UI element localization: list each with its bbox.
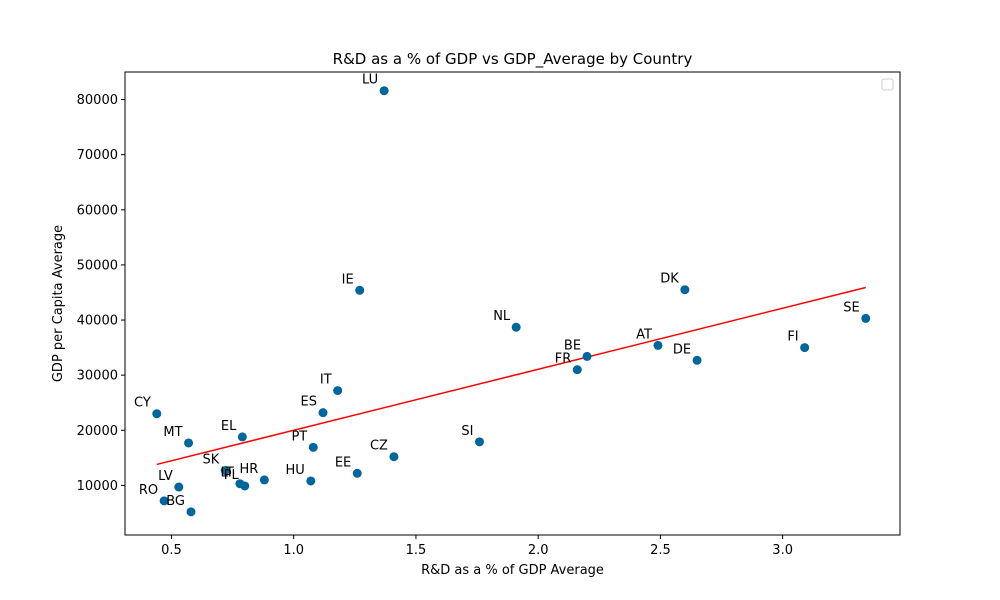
data-point [186,507,196,517]
point-label: SE [843,300,859,315]
data-point [220,466,230,476]
data-point [318,408,328,418]
point-label: FI [787,330,798,345]
point-label: CZ [370,439,388,454]
data-point [308,442,318,452]
data-point [259,475,269,485]
data-point [152,409,162,419]
trendline-group [156,286,866,466]
data-point [582,351,592,361]
data-point [306,476,316,486]
point-label: BG [166,494,185,509]
x-tick-label: 2.0 [528,543,549,558]
x-axis: 0.5 1.0 1.5 2.0 2.5 3.0 [161,535,793,558]
point-label: EE [335,455,351,470]
data-point [240,481,250,491]
data-point [800,343,810,353]
point-label: LT [220,466,233,481]
plot-area [124,71,901,536]
point-label: SK [202,453,219,468]
data-point [333,386,343,396]
data-point [355,285,365,295]
data-point [474,437,484,447]
y-tick-label: 20000 [77,424,118,439]
data-point [861,313,871,323]
data-point [511,322,521,332]
x-tick-label: 2.5 [650,543,671,558]
data-point [379,86,389,96]
data-points [152,86,871,517]
y-tick-label: 70000 [77,148,118,163]
x-tick-label: 1.0 [283,543,304,558]
x-tick-label: 0.5 [161,543,182,558]
data-point [692,355,702,365]
data-point [653,340,663,350]
point-label: SI [461,424,473,439]
point-label: IT [320,373,332,388]
x-axis-title: R&D as a % of GDP Average [421,563,604,578]
x-tick-label: 3.0 [772,543,793,558]
point-label: CY [134,396,151,411]
point-label: PT [291,429,307,444]
point-label: DE [673,342,691,357]
y-axis-title: GDP per Capita Average [51,225,66,382]
point-label: LU [362,73,378,88]
data-point [184,438,194,448]
point-label: AT [636,327,652,342]
x-tick-label: 1.5 [406,543,427,558]
point-label: IE [342,272,354,287]
data-point [174,482,184,492]
point-label: ES [301,395,317,410]
trendline [156,286,866,466]
data-point [159,496,169,506]
point-label: MT [163,425,182,440]
point-label: PL [224,468,240,483]
point-label: DK [660,272,679,287]
chart-title: R&D as a % of GDP vs GDP_Average by Coun… [333,50,693,69]
point-label: LV [158,469,173,484]
data-point [237,432,247,442]
point-label: NL [493,309,511,324]
data-point [572,365,582,375]
y-tick-label: 40000 [77,314,118,329]
data-point [389,452,399,462]
point-label: EL [221,419,237,434]
y-tick-label: 50000 [77,258,118,273]
y-axis: 10000 20000 30000 40000 50000 60000 70000 80000 [77,93,125,494]
point-label: FR [555,352,572,367]
y-tick-label: 80000 [77,93,118,108]
point-label: HR [240,462,259,477]
data-point [680,285,690,295]
y-tick-label: 10000 [77,479,118,494]
point-label: BE [564,338,581,353]
y-tick-label: 30000 [77,369,118,384]
point-label: RO [139,483,158,498]
data-point [352,468,362,478]
legend-box [881,78,894,91]
y-tick-label: 60000 [77,203,118,218]
point-label: HU [286,463,305,478]
